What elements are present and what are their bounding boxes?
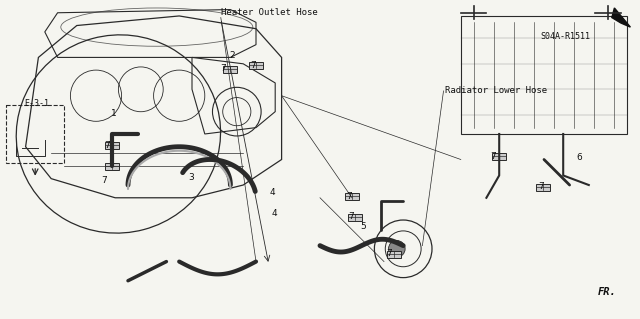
Polygon shape xyxy=(612,8,630,27)
Text: 7: 7 xyxy=(387,249,392,258)
Text: 2: 2 xyxy=(230,51,235,60)
Bar xyxy=(348,214,362,221)
Text: 7: 7 xyxy=(490,152,495,161)
Text: E-3-1: E-3-1 xyxy=(24,99,50,108)
Text: 1: 1 xyxy=(111,109,116,118)
Text: 7: 7 xyxy=(346,192,351,201)
Circle shape xyxy=(388,241,405,257)
Text: 7: 7 xyxy=(101,176,106,185)
Bar xyxy=(223,66,237,73)
Text: 7: 7 xyxy=(538,182,543,191)
Bar xyxy=(105,163,119,170)
Text: 4: 4 xyxy=(271,209,276,218)
Bar xyxy=(345,193,359,200)
Bar xyxy=(536,184,550,191)
Text: 3: 3 xyxy=(188,173,193,182)
Text: 7: 7 xyxy=(348,212,353,221)
Text: Radiator Lower Hose: Radiator Lower Hose xyxy=(445,86,547,95)
Text: 7: 7 xyxy=(104,141,109,150)
Text: FR.: FR. xyxy=(598,287,616,297)
Bar xyxy=(492,153,506,160)
Text: 4: 4 xyxy=(269,189,275,197)
Text: S04A-R1511: S04A-R1511 xyxy=(541,32,591,41)
Text: Heater Outlet Hose: Heater Outlet Hose xyxy=(221,8,317,17)
Bar xyxy=(105,142,119,149)
Bar xyxy=(387,251,401,258)
Text: 7: 7 xyxy=(220,64,225,73)
Text: 6: 6 xyxy=(577,153,582,162)
Text: 7: 7 xyxy=(250,61,255,70)
Bar xyxy=(249,63,263,70)
Bar xyxy=(6,105,64,163)
Text: 5: 5 xyxy=(361,222,366,231)
